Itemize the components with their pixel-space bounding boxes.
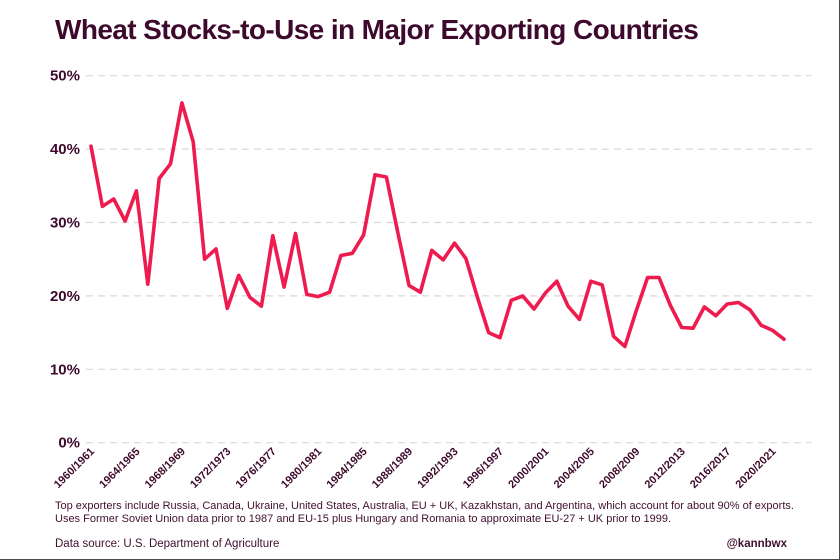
x-tick-label: 1988/1989 — [370, 446, 415, 491]
x-tick-label: 1968/1969 — [143, 446, 188, 491]
y-tick-label: 50% — [50, 68, 80, 85]
y-tick-label: 40% — [50, 141, 80, 158]
x-tick-label: 2008/2009 — [597, 446, 642, 491]
x-tick-label: 2004/2005 — [552, 446, 597, 491]
data-source-label: Data source: U.S. Department of Agricult… — [55, 538, 280, 550]
y-tick-label: 30% — [50, 215, 80, 232]
x-tick-label: 1972/1973 — [188, 446, 233, 491]
footnote-methodology: Uses Former Soviet Union data prior to 1… — [55, 513, 672, 525]
x-tick-label: 1996/1997 — [461, 446, 506, 491]
x-tick-label: 2000/2001 — [506, 446, 551, 491]
x-tick-label: 1984/1985 — [325, 446, 370, 491]
line-chart: 0% 10% 20% 30% 40% 50% 1960/1961 1964/1965 1968/… — [50, 68, 812, 491]
x-tick-label: 1960/1961 — [52, 446, 97, 491]
y-tick-label: 0% — [58, 435, 80, 452]
author-handle: @kannbwx — [726, 538, 787, 550]
x-tick-label: 1992/1993 — [415, 446, 460, 491]
x-tick-label: 1964/1965 — [97, 446, 142, 491]
y-tick-label: 10% — [50, 361, 80, 378]
chart-title: Wheat Stocks-to-Use in Major Exporting C… — [55, 14, 699, 45]
x-tick-label: 1976/1977 — [234, 446, 279, 491]
y-tick-label: 20% — [50, 288, 80, 305]
series-line — [89, 101, 786, 349]
footnote-exporters: Top exporters include Russia, Canada, Uk… — [55, 500, 794, 512]
x-tick-label: 2012/2013 — [643, 446, 688, 491]
x-tick-label: 2016/2017 — [688, 446, 733, 491]
x-tick-label: 1980/1981 — [279, 446, 324, 491]
x-tick-label: 2020/2021 — [733, 446, 778, 491]
